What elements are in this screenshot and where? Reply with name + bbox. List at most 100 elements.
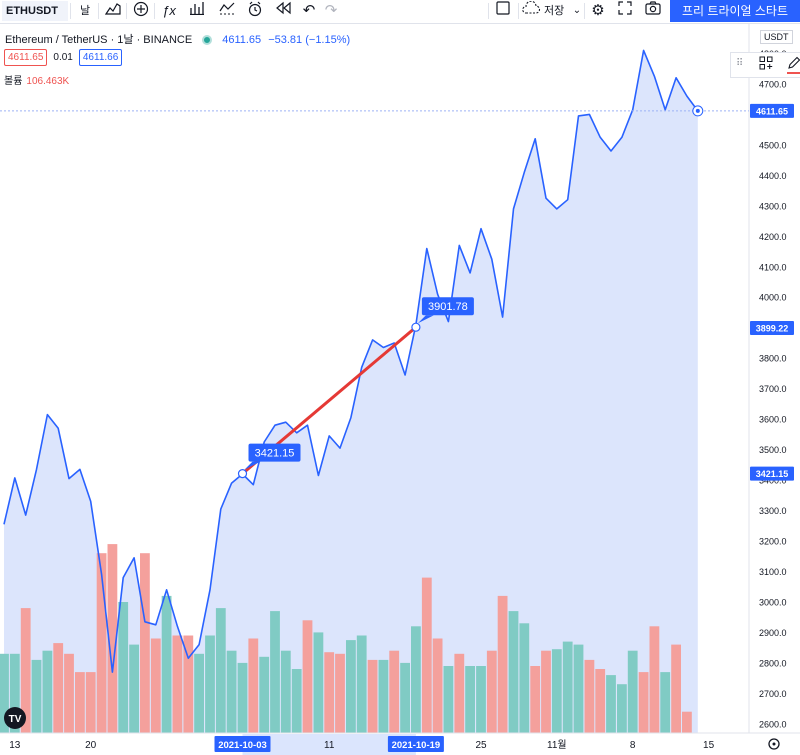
trend-start-handle[interactable] xyxy=(237,469,248,479)
price-tick-label: 4000.0 xyxy=(759,293,787,303)
volume-bar xyxy=(389,650,400,733)
layout-square-icon[interactable] xyxy=(492,1,514,21)
price-axis-background xyxy=(749,23,800,733)
interval-button[interactable]: 날 xyxy=(79,5,91,17)
logo-badge xyxy=(4,707,26,729)
volume-bar xyxy=(161,595,172,733)
price-tick-label: 2600.0 xyxy=(759,719,787,729)
fullscreen-icon[interactable] xyxy=(614,1,636,21)
trend-start-label: 3421.15 xyxy=(255,448,295,460)
volume-bar xyxy=(75,672,85,733)
volume-bar xyxy=(671,644,681,733)
price-tick-label: 4100.0 xyxy=(759,262,787,272)
redo-icon[interactable]: ↷ xyxy=(324,2,338,19)
volume-bar xyxy=(497,595,508,733)
crosshair-price-tag-box xyxy=(750,321,794,335)
volume-bar xyxy=(0,653,9,733)
volume-bar xyxy=(194,653,204,733)
price-tick-label: 3200.0 xyxy=(759,537,787,547)
object-tree-panel: ⠿ xyxy=(730,52,800,78)
time-tick-label: 11월 xyxy=(547,739,567,751)
volume-bar xyxy=(400,662,410,733)
quote-row: 4611.65 0.01 4611.66 xyxy=(4,49,123,66)
price-tick-label: 2900.0 xyxy=(759,628,787,638)
volume-bar xyxy=(64,653,74,733)
volume-bar xyxy=(627,650,638,733)
templates-icon[interactable] xyxy=(216,1,238,21)
chevron-down-icon[interactable]: ⌄ xyxy=(572,5,582,16)
toolbar-divider xyxy=(488,3,489,19)
price-line xyxy=(3,49,699,673)
volume-bar xyxy=(367,659,378,733)
volume-bar xyxy=(42,650,53,733)
volume-bar xyxy=(530,666,541,733)
volume-bar xyxy=(20,608,31,733)
settings-gear-icon[interactable]: ⚙ xyxy=(591,2,605,19)
toolbar-divider xyxy=(98,3,99,19)
volume-bar xyxy=(129,644,139,733)
price-area-fill xyxy=(4,50,698,733)
volume-bar xyxy=(486,650,497,733)
volume-bar xyxy=(96,553,107,733)
volume-bar xyxy=(302,620,313,733)
volume-bar xyxy=(660,672,671,733)
price-tick-label: 3800.0 xyxy=(759,354,787,364)
volume-bar xyxy=(31,659,42,733)
cloud-save-icon[interactable] xyxy=(520,0,542,21)
volume-bar xyxy=(508,611,519,733)
undo-icon[interactable]: ↶ xyxy=(302,2,316,19)
volume-bar xyxy=(638,672,649,733)
save-label[interactable]: 저장 xyxy=(544,5,565,17)
compare-add-icon[interactable] xyxy=(130,1,152,21)
last-point-dot xyxy=(695,108,700,113)
trend-end-label-pointer xyxy=(417,315,434,324)
price-axis[interactable]: 2600.0 2700.0 2800.0 2900.0 3000.0 3100.0 3200… xyxy=(750,49,794,729)
time-tick-label: 8 xyxy=(630,740,636,751)
time-range-highlight xyxy=(242,734,416,755)
volume-bar xyxy=(237,662,248,733)
price-tick-label: 4700.0 xyxy=(759,79,787,89)
volume-bar xyxy=(682,711,692,733)
drag-handle-icon[interactable]: ⠿ xyxy=(736,58,744,69)
price-tick-label: 4500.0 xyxy=(759,140,787,150)
financials-icon[interactable] xyxy=(186,1,208,21)
free-trial-button[interactable]: 프리 트라이얼 스타트 xyxy=(670,0,800,22)
volume-bar xyxy=(411,626,421,733)
volume-value: 106.463K xyxy=(26,76,70,87)
volume-bar xyxy=(140,553,150,733)
volume-bar xyxy=(356,635,367,733)
time-marker-box xyxy=(214,736,271,752)
volume-bar xyxy=(335,653,345,733)
volume-bar xyxy=(215,608,226,733)
last-price-tag: 4611.65 xyxy=(756,106,788,116)
volume-bar xyxy=(378,659,389,733)
buy-price-button[interactable]: 4611.66 xyxy=(78,49,123,66)
volume-bar xyxy=(476,666,486,733)
symbol-search[interactable]: ETHUSDT xyxy=(2,1,68,21)
pencil-icon[interactable] xyxy=(787,56,800,73)
volume-bar xyxy=(118,602,129,733)
trend-end-handle[interactable] xyxy=(411,322,421,332)
time-axis[interactable]: 13 20 11 25 11월 8 15 2021-10-03 2021-10-19 xyxy=(9,734,715,755)
price-tick-label: 2800.0 xyxy=(759,658,787,668)
volume-bar xyxy=(346,640,356,733)
settings-gear-icon[interactable] xyxy=(768,738,780,750)
time-marker-label: 2021-10-03 xyxy=(218,740,267,751)
price-tick-label: 4300.0 xyxy=(759,201,787,211)
camera-snapshot-icon[interactable] xyxy=(642,1,664,21)
replay-icon[interactable] xyxy=(272,1,294,21)
price-tick-label: 3500.0 xyxy=(759,445,787,455)
object-tree-icon[interactable] xyxy=(759,56,773,73)
currency-selector[interactable]: USDT xyxy=(760,30,793,44)
volume-bar xyxy=(313,632,324,733)
indicators-icon[interactable]: ƒx xyxy=(162,3,176,18)
chart-type-icon[interactable] xyxy=(102,1,124,21)
volume-bar xyxy=(324,652,335,733)
volume-bar xyxy=(85,672,96,733)
alert-clock-icon[interactable] xyxy=(244,1,266,21)
volume-bar xyxy=(248,638,259,733)
sell-price-button[interactable]: 4611.65 xyxy=(4,49,48,66)
trend-start-label-pointer xyxy=(244,461,261,470)
legend-pair[interactable]: Ethereum / TetherUS · 1날 · BINANCE xyxy=(5,34,193,46)
